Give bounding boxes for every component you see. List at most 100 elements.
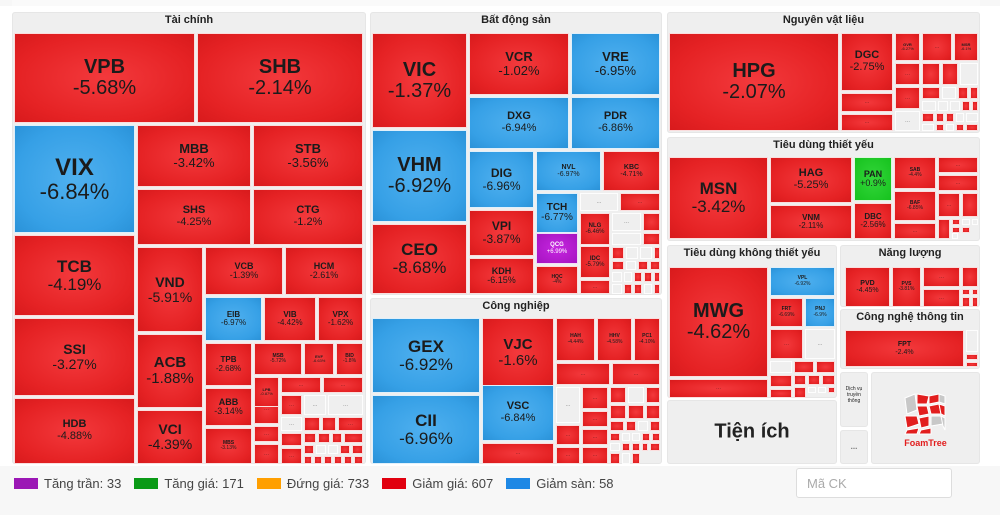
treemap-cell-more[interactable] <box>622 433 630 441</box>
treemap-cell-more[interactable] <box>624 284 632 294</box>
treemap-cell-more[interactable]: ... <box>669 379 768 398</box>
treemap-cell-more[interactable] <box>808 375 820 385</box>
treemap-cell-more[interactable] <box>962 289 970 295</box>
treemap-cell-more[interactable]: ... <box>620 193 660 211</box>
treemap-cell-more[interactable] <box>646 387 660 403</box>
treemap-cell-more[interactable]: ... <box>895 63 920 85</box>
treemap-cell-more[interactable] <box>922 124 934 131</box>
treemap-group[interactable]: Dịch vụ truyền thông <box>840 372 868 427</box>
treemap-cell-gex[interactable]: GEX -6.92% <box>372 318 480 393</box>
treemap-cell-more[interactable] <box>612 272 622 282</box>
treemap-cell-vsc[interactable]: VSC -6.84% <box>482 385 554 441</box>
treemap-cell-shb[interactable]: SHB -2.14% <box>197 33 363 123</box>
treemap-cell-more[interactable] <box>652 433 660 441</box>
treemap-cell-more[interactable] <box>624 272 632 282</box>
treemap-cell-more[interactable] <box>770 375 792 387</box>
treemap-cell-more[interactable] <box>952 233 958 239</box>
treemap-cell-more[interactable] <box>938 101 948 111</box>
treemap-cell-pnj[interactable]: PNJ -6.9% <box>805 298 835 327</box>
treemap-cell-more[interactable] <box>612 247 624 259</box>
treemap-cell-more[interactable] <box>938 219 950 239</box>
treemap-cell-more[interactable] <box>654 272 660 282</box>
treemap-cell-msn[interactable]: MSN -3.42% <box>669 157 768 239</box>
treemap-cell-more[interactable] <box>794 375 806 385</box>
treemap-cell-tch[interactable]: TCH -6.77% <box>536 193 578 233</box>
treemap-cell-more[interactable]: ... <box>254 444 279 464</box>
treemap-cell-more[interactable] <box>966 124 978 131</box>
treemap-cell-abb[interactable]: ABB -3.14% <box>205 388 252 426</box>
treemap-cell-more[interactable] <box>304 456 312 464</box>
treemap-cell-kdh[interactable]: KDH -6.15% <box>469 258 534 294</box>
treemap-cell-more[interactable] <box>950 101 960 111</box>
treemap-cell-more[interactable] <box>352 445 363 454</box>
treemap-cell-more[interactable] <box>610 443 620 451</box>
treemap-cell-more[interactable] <box>942 63 958 85</box>
treemap-cell-more[interactable] <box>332 433 342 443</box>
treemap-cell-more[interactable] <box>650 421 660 431</box>
treemap-cell-more[interactable] <box>972 289 978 295</box>
treemap-cell-pan[interactable]: PAN +0.9% <box>854 157 892 201</box>
treemap-cell-more[interactable] <box>962 193 978 217</box>
treemap-cell-more[interactable] <box>344 456 352 464</box>
treemap-cell-vcr[interactable]: VCR -1.02% <box>469 33 569 95</box>
treemap-cell-more[interactable]: ... <box>580 280 610 294</box>
treemap-cell-more[interactable]: ... <box>938 175 978 191</box>
treemap-cell-more[interactable] <box>972 297 978 307</box>
treemap-cell-more[interactable] <box>794 361 814 373</box>
treemap-cell-vnm[interactable]: VNM -2.11% <box>770 205 852 239</box>
treemap-cell-vre[interactable]: VRE -6.95% <box>571 33 660 95</box>
treemap-cell-gvr[interactable]: GVR -6.27% <box>895 33 920 61</box>
treemap-cell-acb[interactable]: ACB -1.88% <box>137 334 203 408</box>
treemap-cell-more[interactable] <box>643 213 660 231</box>
treemap-cell-more[interactable] <box>922 113 934 122</box>
treemap-cell-more[interactable]: ... <box>922 33 952 61</box>
treemap-cell-tcb[interactable]: TCB -4.19% <box>14 235 135 316</box>
treemap-cell-more[interactable] <box>962 297 970 307</box>
treemap-cell-more[interactable] <box>794 387 806 398</box>
treemap-cell-more[interactable] <box>640 247 652 259</box>
treemap-cell-more[interactable]: ... <box>556 387 580 423</box>
treemap-cell-hdb[interactable]: HDB -4.88% <box>14 398 135 464</box>
treemap-cell-more[interactable] <box>622 453 630 464</box>
treemap-cell-more[interactable] <box>642 433 650 441</box>
treemap-cell-hqc[interactable]: HQC -4% <box>536 266 578 294</box>
treemap-cell-more[interactable] <box>628 405 644 419</box>
treemap-cell-vpi[interactable]: VPI -3.87% <box>469 210 534 256</box>
treemap-cell-more[interactable]: ... <box>323 377 363 393</box>
treemap-cell-stb[interactable]: STB -3.56% <box>253 125 363 187</box>
treemap-cell-more[interactable] <box>958 87 968 99</box>
treemap-cell-more[interactable] <box>626 261 636 270</box>
treemap-cell-more[interactable] <box>318 433 330 443</box>
treemap-cell-more[interactable] <box>962 101 970 111</box>
treemap-cell-more[interactable]: ... <box>895 111 920 131</box>
treemap-cell-more[interactable] <box>972 101 978 111</box>
treemap-cell-more[interactable] <box>638 421 648 431</box>
treemap-cell-more[interactable]: ... <box>938 193 960 217</box>
treemap-cell-more[interactable]: ... <box>582 429 608 445</box>
treemap-cell-more[interactable] <box>808 387 816 393</box>
treemap-cell-more[interactable] <box>960 63 978 85</box>
treemap-cell-more[interactable]: ... <box>612 213 641 231</box>
treemap-cell-more[interactable] <box>966 354 978 360</box>
treemap-cell-more[interactable]: ... <box>254 426 279 442</box>
treemap-cell-vix[interactable]: VIX -6.84% <box>14 125 135 233</box>
treemap-cell-more[interactable] <box>654 284 660 294</box>
treemap-cell-more[interactable] <box>952 227 960 233</box>
treemap-cell-hpg[interactable]: HPG -2.07% <box>669 33 839 131</box>
treemap-cell-more[interactable] <box>936 124 944 131</box>
treemap-cell-more[interactable]: ... <box>841 114 893 131</box>
treemap-cell-more[interactable] <box>634 284 642 294</box>
treemap-cell-nlg[interactable]: NLG -6.46% <box>580 213 610 245</box>
treemap-cell-more[interactable] <box>936 113 944 122</box>
treemap-cell-more[interactable] <box>946 124 954 131</box>
treemap-cell-more[interactable] <box>922 101 936 111</box>
treemap-cell-more[interactable]: ... <box>328 395 363 415</box>
treemap-cell-dgc[interactable]: DGC -2.75% <box>841 33 893 91</box>
treemap-cell-more[interactable] <box>328 445 338 454</box>
treemap-cell-vic[interactable]: VIC -1.37% <box>372 33 467 128</box>
treemap-cell-pvd[interactable]: PVD -4.45% <box>845 267 890 307</box>
treemap-cell-nvl[interactable]: NVL -6.97% <box>536 151 601 191</box>
treemap-cell-more[interactable] <box>956 124 964 131</box>
treemap-cell-more[interactable] <box>622 443 630 451</box>
treemap-cell-more[interactable] <box>952 219 960 225</box>
